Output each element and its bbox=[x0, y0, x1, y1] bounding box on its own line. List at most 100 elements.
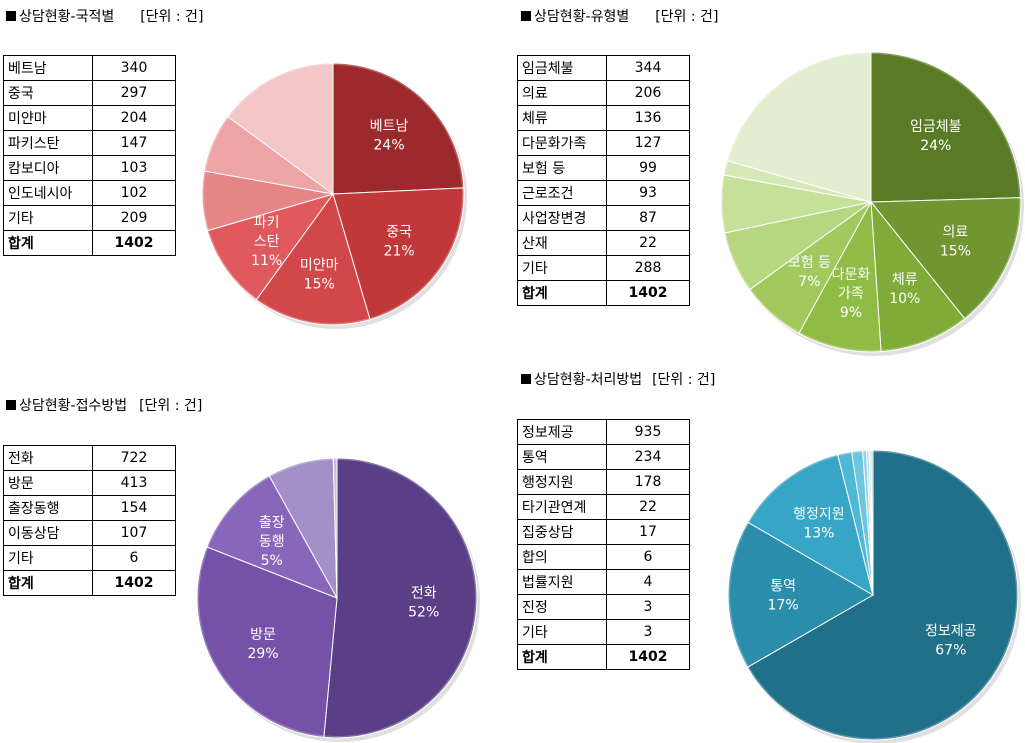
row-label: 기타 bbox=[517, 255, 607, 281]
row-label: 베트남 bbox=[3, 55, 93, 81]
chart-title-nationality: 상담현황-국적별 [단위 : 건] bbox=[6, 9, 203, 25]
row-label: 합계 bbox=[517, 280, 607, 306]
row-value: 297 bbox=[92, 80, 176, 106]
pie-rim bbox=[721, 52, 1021, 352]
pie-slice bbox=[727, 521, 874, 668]
row-label: 법률지원 bbox=[517, 569, 607, 595]
slice-label-line: 통역 bbox=[770, 578, 796, 594]
row-value: 6 bbox=[92, 545, 176, 571]
pie-slice bbox=[746, 449, 1019, 741]
table-row: 사업장변경 87 bbox=[517, 205, 690, 231]
row-label: 진정 bbox=[517, 594, 607, 620]
pie-slice bbox=[870, 200, 966, 353]
table-row: 산재 22 bbox=[517, 230, 690, 256]
row-value: 1402 bbox=[606, 280, 690, 306]
table-row: 인도네시아 102 bbox=[3, 180, 176, 206]
slice-label-line: 체류 bbox=[892, 272, 918, 288]
row-value: 3 bbox=[606, 619, 690, 645]
row-label: 임금체불 bbox=[517, 55, 607, 81]
row-value: 234 bbox=[606, 444, 690, 470]
slice-label-line: 스탄 bbox=[254, 234, 280, 250]
row-value: 22 bbox=[606, 230, 690, 256]
slice-label-line: 미얀마 bbox=[300, 258, 339, 274]
data-table-intake: 전화 722 방문 413 출장동행 154 이동상담 107 기타 6 합계 1402 bbox=[3, 445, 176, 596]
slice-label-line: 15% bbox=[304, 277, 335, 293]
slice-label-line: 52% bbox=[408, 605, 439, 621]
slice-label: 베트남 24% bbox=[370, 119, 409, 154]
row-label: 의료 bbox=[517, 80, 607, 106]
row-value: 722 bbox=[92, 445, 176, 471]
slice-label-line: 다문화 bbox=[832, 267, 871, 283]
row-label: 미얀마 bbox=[3, 105, 93, 131]
table-row: 의료 206 bbox=[517, 80, 690, 106]
pie-slice bbox=[870, 51, 1022, 203]
row-value: 3 bbox=[606, 594, 690, 620]
row-label: 합계 bbox=[3, 570, 93, 596]
row-value: 102 bbox=[92, 180, 176, 206]
slice-label-line: 보험 등 bbox=[788, 255, 831, 271]
row-label: 중국 bbox=[3, 80, 93, 106]
row-value: 22 bbox=[606, 494, 690, 520]
table-row: 기타 3 bbox=[517, 619, 690, 645]
pie-chart-type: 임금체불 24% 의료 15% 체류 10% 다문화 가족 9% 보험 등 7% bbox=[720, 51, 1024, 356]
pie-chart-handling: 정보제공 67% 통역 17% 행정지원 13% bbox=[727, 449, 1021, 743]
row-value: 154 bbox=[92, 495, 176, 521]
row-label: 집중상담 bbox=[517, 519, 607, 545]
row-label: 출장동행 bbox=[3, 495, 93, 521]
row-value: 136 bbox=[606, 105, 690, 131]
slice-label: 중국 21% bbox=[384, 225, 415, 260]
slice-label: 전화 52% bbox=[408, 586, 439, 621]
square-bullet-icon bbox=[521, 11, 531, 21]
slice-label: 출장 동행 5% bbox=[259, 515, 285, 569]
slice-label-line: 행정지원 bbox=[793, 507, 845, 523]
row-value: 344 bbox=[606, 55, 690, 81]
table-row: 기타 6 bbox=[3, 545, 176, 571]
table-row: 파키스탄 147 bbox=[3, 130, 176, 156]
row-value: 204 bbox=[92, 105, 176, 131]
table-row: 법률지원 4 bbox=[517, 569, 690, 595]
pie-slice bbox=[255, 192, 371, 326]
slice-label-line: 21% bbox=[384, 244, 415, 260]
row-value: 206 bbox=[606, 80, 690, 106]
row-label: 다문화가족 bbox=[517, 130, 607, 156]
slice-label-line: 24% bbox=[920, 138, 951, 154]
slice-label: 보험 등 7% bbox=[788, 255, 831, 290]
slice-label-line: 15% bbox=[940, 243, 971, 259]
slice-label-line: 임금체불 bbox=[910, 119, 962, 135]
row-value: 87 bbox=[606, 205, 690, 231]
table-total-row: 합계 1402 bbox=[517, 644, 690, 670]
row-label: 체류 bbox=[517, 105, 607, 131]
slice-label-line: 29% bbox=[247, 646, 278, 662]
row-label: 타기관연계 bbox=[517, 494, 607, 520]
slice-label-line: 동행 bbox=[259, 534, 285, 550]
slice-label: 의료 15% bbox=[940, 224, 971, 259]
slice-label-line: 11% bbox=[251, 253, 282, 269]
slice-label-line: 중국 bbox=[386, 225, 412, 241]
slice-label: 정보제공 67% bbox=[925, 624, 977, 659]
row-label: 사업장변경 bbox=[517, 205, 607, 231]
data-table-handling: 정보제공 935 통역 234 행정지원 178 타기관연계 22 집중상담 17 합의 6 법률지원 4… bbox=[517, 419, 690, 670]
table-row: 베트남 340 bbox=[3, 55, 176, 81]
slice-label-line: 파키 bbox=[254, 215, 280, 231]
data-table-nationality: 베트남 340 중국 297 미얀마 204 파키스탄 147 캄보디아 103 인도네시아 102 기… bbox=[3, 55, 176, 256]
table-row: 이동상담 107 bbox=[3, 520, 176, 546]
row-label: 합의 bbox=[517, 544, 607, 570]
row-label: 기타 bbox=[3, 205, 93, 231]
table-row: 출장동행 154 bbox=[3, 495, 176, 521]
chart-title-handling: 상담현황-처리방법 [단위 : 건] bbox=[521, 372, 715, 388]
row-value: 935 bbox=[606, 419, 690, 445]
data-table-type: 임금체불 344 의료 206 체류 136 다문화가족 127 보험 등 99 근로조건 93 사업장… bbox=[517, 55, 690, 306]
row-value: 93 bbox=[606, 180, 690, 206]
table-row: 전화 722 bbox=[3, 445, 176, 471]
row-label: 합계 bbox=[3, 230, 93, 256]
row-label: 방문 bbox=[3, 470, 93, 496]
row-value: 178 bbox=[606, 469, 690, 495]
slice-label-line: 베트남 bbox=[370, 119, 409, 135]
pie-slice bbox=[332, 187, 465, 321]
slice-label-line: 13% bbox=[803, 526, 834, 542]
row-value: 413 bbox=[92, 470, 176, 496]
square-bullet-icon bbox=[521, 374, 531, 384]
row-value: 99 bbox=[606, 155, 690, 181]
slice-label: 방문 29% bbox=[247, 627, 278, 662]
